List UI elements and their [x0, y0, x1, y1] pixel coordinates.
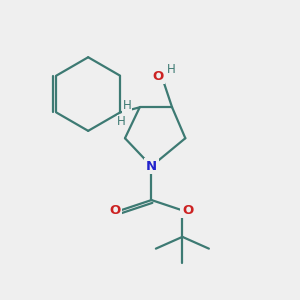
- Text: O: O: [110, 204, 121, 217]
- Text: H: H: [123, 99, 132, 112]
- Text: O: O: [182, 204, 193, 217]
- Text: H: H: [117, 116, 126, 128]
- Text: H: H: [167, 63, 176, 76]
- Text: O: O: [152, 70, 164, 83]
- Text: N: N: [146, 160, 157, 173]
